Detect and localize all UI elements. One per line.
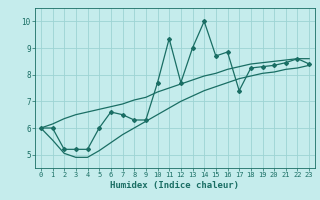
X-axis label: Humidex (Indice chaleur): Humidex (Indice chaleur) (110, 181, 239, 190)
